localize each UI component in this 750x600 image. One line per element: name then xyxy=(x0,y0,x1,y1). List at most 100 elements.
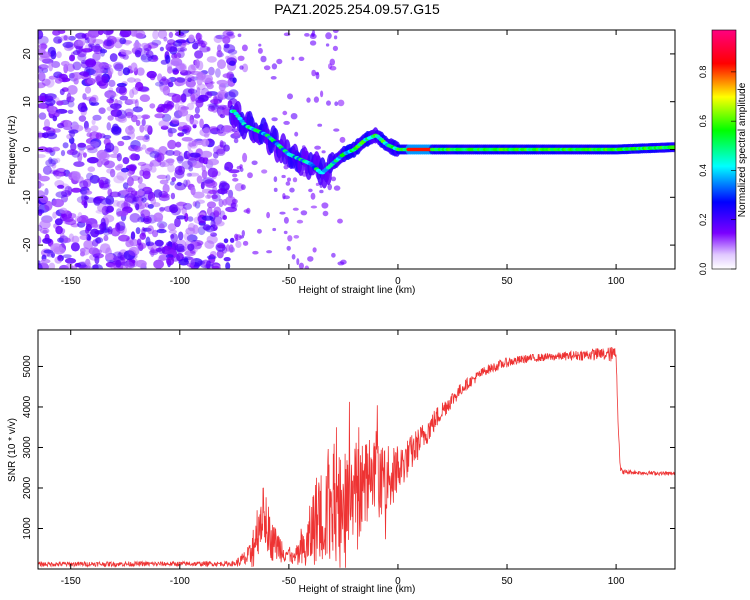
noise-speckle xyxy=(105,253,114,261)
noise-speckle xyxy=(332,30,339,33)
noise-speckle xyxy=(260,55,267,63)
noise-speckle xyxy=(62,216,74,222)
noise-speckle xyxy=(276,58,283,65)
noise-speckle xyxy=(46,132,58,140)
noise-speckle xyxy=(74,262,82,268)
noise-speckle xyxy=(55,171,67,177)
noise-speckle xyxy=(57,237,65,243)
noise-speckle xyxy=(134,50,142,58)
noise-speckle xyxy=(140,209,151,218)
noise-speckle xyxy=(57,184,65,189)
noise-speckle xyxy=(243,209,250,213)
noise-speckle xyxy=(222,215,227,220)
noise-speckle xyxy=(116,171,128,181)
noise-speckle xyxy=(72,61,82,71)
noise-speckle xyxy=(145,147,154,155)
noise-speckle xyxy=(71,171,82,181)
noise-speckle xyxy=(47,130,55,137)
noise-speckle xyxy=(67,186,73,195)
noise-speckle xyxy=(213,96,218,106)
noise-speckle xyxy=(177,126,184,131)
noise-speckle xyxy=(333,35,338,40)
snr-ticks: -150 -100 -50 0 50 100 1000 2000 3000 4000 5000 xyxy=(22,330,675,587)
noise-speckle xyxy=(314,145,321,150)
noise-speckle xyxy=(196,175,203,184)
noise-speckle xyxy=(117,70,123,77)
noise-speckle xyxy=(38,182,45,187)
noise-speckle xyxy=(48,157,53,165)
noise-speckle xyxy=(125,111,134,119)
noise-speckle xyxy=(86,235,92,242)
noise-speckle xyxy=(180,93,187,103)
noise-speckle xyxy=(86,132,92,138)
noise-speckle xyxy=(52,30,61,36)
colorbar: 0.0 0.2 0.4 0.6 0.8 Normalized spectral ampl… xyxy=(698,29,748,275)
noise-speckle xyxy=(150,197,157,205)
noise-speckle xyxy=(176,181,182,187)
noise-speckle xyxy=(153,212,164,222)
noise-speckle xyxy=(85,258,91,266)
noise-speckle xyxy=(162,183,170,194)
noise-speckle xyxy=(60,60,70,67)
noise-speckle xyxy=(233,131,240,137)
noise-speckle xyxy=(217,44,222,53)
noise-speckle xyxy=(129,89,135,99)
noise-speckle xyxy=(225,55,230,60)
noise-speckle xyxy=(52,198,64,208)
noise-speckle xyxy=(139,232,147,240)
noise-speckle xyxy=(210,232,218,237)
noise-speckle xyxy=(93,62,105,72)
noise-speckle xyxy=(296,258,300,266)
noise-speckle xyxy=(273,187,278,192)
noise-speckle xyxy=(183,232,190,241)
noise-speckle xyxy=(87,166,96,172)
noise-speckle xyxy=(86,78,96,85)
noise-speckle xyxy=(231,128,239,133)
noise-speckle xyxy=(196,140,204,146)
noise-speckle xyxy=(82,190,93,195)
noise-speckle xyxy=(207,158,220,166)
noise-speckle xyxy=(334,101,339,106)
noise-speckle xyxy=(196,76,203,86)
noise-speckle xyxy=(235,238,238,242)
noise-speckle xyxy=(131,114,138,123)
noise-speckle xyxy=(161,76,167,82)
noise-speckle xyxy=(109,53,118,62)
noise-speckle xyxy=(177,50,185,59)
noise-speckle xyxy=(84,37,90,44)
noise-speckle xyxy=(290,113,298,120)
noise-speckle xyxy=(326,100,331,106)
noise-speckle xyxy=(155,81,164,87)
noise-speckle xyxy=(103,63,112,69)
noise-speckle xyxy=(41,215,53,224)
snr-frame xyxy=(37,329,676,570)
noise-speckle xyxy=(146,70,157,79)
noise-speckle xyxy=(222,36,231,45)
noise-speckle xyxy=(195,99,204,108)
noise-speckle xyxy=(88,247,100,255)
noise-speckle xyxy=(203,224,211,231)
noise-speckle xyxy=(153,259,165,269)
noise-speckle xyxy=(153,189,163,198)
noise-speckle xyxy=(152,30,159,40)
noise-speckle xyxy=(125,187,136,192)
noise-speckle xyxy=(149,162,154,168)
noise-speckle xyxy=(212,265,220,269)
y-tick-label: -20 xyxy=(22,237,33,252)
noise-speckle xyxy=(289,187,295,193)
y-tick-label: -10 xyxy=(22,190,33,205)
noise-speckle xyxy=(48,105,56,115)
noise-speckle xyxy=(39,219,51,230)
spectrogram-ylabel: Frequency (Hz) xyxy=(7,116,18,185)
noise-speckle xyxy=(170,180,175,186)
y-tick-label: 0 xyxy=(22,146,33,152)
noise-speckle xyxy=(139,124,145,133)
noise-speckle xyxy=(130,199,138,205)
noise-speckle xyxy=(104,90,117,99)
noise-speckle xyxy=(207,103,220,108)
noise-speckle xyxy=(38,35,49,45)
noise-speckle xyxy=(131,86,139,95)
noise-speckle xyxy=(52,115,58,122)
noise-speckle xyxy=(119,30,132,38)
noise-speckle xyxy=(188,34,195,43)
